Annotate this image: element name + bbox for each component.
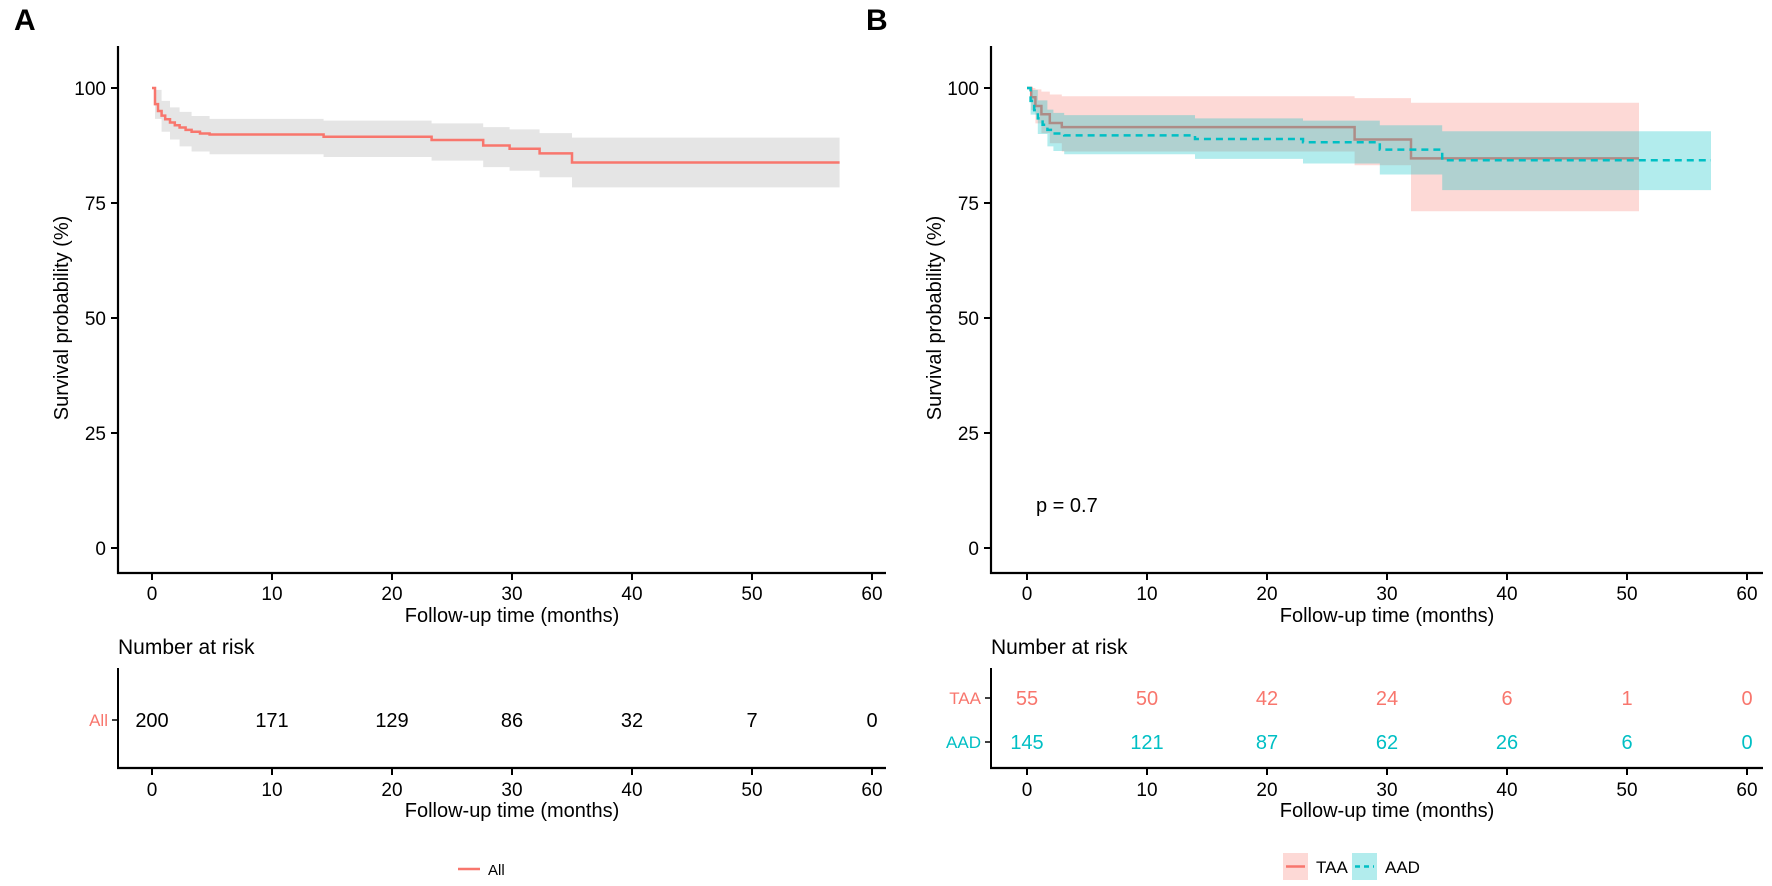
y-tick-label: 50 — [85, 309, 106, 330]
legend-label: TAA — [1316, 858, 1348, 877]
x-tick-label: 60 — [861, 584, 882, 605]
x-axis-title: Follow-up time (months) — [1280, 605, 1495, 627]
risk-count: 62 — [1376, 732, 1398, 754]
aad-survival-curve — [1027, 86, 1711, 162]
risk-table-title: Number at risk — [991, 636, 1128, 659]
risk-x-axis-title: Follow-up time (months) — [1280, 800, 1495, 822]
risk-count: 0 — [1741, 688, 1752, 710]
x-tick-label: 20 — [381, 584, 402, 605]
x-tick-label: 30 — [1376, 584, 1397, 605]
risk-x-tick-label: 40 — [621, 780, 642, 801]
risk-count: 24 — [1376, 688, 1398, 710]
x-tick-label: 0 — [147, 584, 158, 605]
y-tick-label: 0 — [968, 539, 979, 560]
risk-count: 0 — [866, 710, 877, 732]
panel-label-B: B — [866, 4, 888, 37]
risk-count: 129 — [375, 710, 408, 732]
x-tick-label: 30 — [501, 584, 522, 605]
risk-count: 32 — [621, 710, 643, 732]
x-tick-label: 0 — [1022, 584, 1033, 605]
risk-count: 145 — [1010, 732, 1043, 754]
risk-row-label: AAD — [946, 733, 981, 752]
risk-x-tick-label: 20 — [381, 780, 402, 801]
x-tick-label: 50 — [741, 584, 762, 605]
x-tick-label: 50 — [1616, 584, 1637, 605]
all-survival-curve — [152, 86, 840, 164]
risk-x-tick-label: 0 — [147, 780, 158, 801]
all-confidence-band — [155, 89, 840, 188]
y-tick-label: 100 — [947, 79, 979, 100]
risk-count: 6 — [1621, 732, 1632, 754]
taa-survival-curve — [1027, 86, 1639, 160]
risk-count: 200 — [135, 710, 168, 732]
risk-count: 171 — [255, 710, 288, 732]
x-tick-label: 10 — [261, 584, 282, 605]
x-axis-title: Follow-up time (months) — [405, 605, 620, 627]
y-tick-label: 25 — [85, 424, 106, 445]
risk-count: 0 — [1741, 732, 1752, 754]
x-tick-label: 10 — [1136, 584, 1157, 605]
risk-count: 7 — [746, 710, 757, 732]
risk-x-axis-title: Follow-up time (months) — [405, 800, 620, 822]
risk-row-label: All — [89, 711, 108, 730]
y-tick-label: 100 — [74, 79, 106, 100]
risk-x-tick-label: 40 — [1496, 780, 1517, 801]
risk-x-tick-label: 60 — [1736, 780, 1757, 801]
aad-confidence-band — [1030, 89, 1711, 191]
risk-table-title: Number at risk — [118, 636, 255, 659]
risk-x-tick-label: 50 — [741, 780, 762, 801]
risk-x-tick-label: 50 — [1616, 780, 1637, 801]
y-tick-label: 25 — [958, 424, 979, 445]
x-tick-label: 20 — [1256, 584, 1277, 605]
legend-label: All — [488, 862, 505, 879]
x-tick-label: 60 — [1736, 584, 1757, 605]
y-tick-label: 75 — [958, 194, 979, 215]
risk-count: 55 — [1016, 688, 1038, 710]
risk-count: 121 — [1130, 732, 1163, 754]
risk-x-tick-label: 60 — [861, 780, 882, 801]
risk-x-tick-label: 0 — [1022, 780, 1033, 801]
risk-count: 42 — [1256, 688, 1278, 710]
risk-count: 50 — [1136, 688, 1158, 710]
x-tick-label: 40 — [621, 584, 642, 605]
risk-x-tick-label: 30 — [501, 780, 522, 801]
risk-row-label: TAA — [949, 689, 981, 708]
y-tick-label: 75 — [85, 194, 106, 215]
y-axis-title: Survival probability (%) — [924, 216, 946, 421]
x-tick-label: 40 — [1496, 584, 1517, 605]
risk-x-tick-label: 30 — [1376, 780, 1397, 801]
taa-confidence-band — [1031, 88, 1639, 212]
p-value-label: p = 0.7 — [1036, 495, 1098, 517]
y-axis-title: Survival probability (%) — [51, 216, 73, 421]
risk-x-tick-label: 10 — [261, 780, 282, 801]
risk-count: 86 — [501, 710, 523, 732]
risk-count: 6 — [1501, 688, 1512, 710]
risk-x-tick-label: 20 — [1256, 780, 1277, 801]
risk-count: 26 — [1496, 732, 1518, 754]
panel-label-A: A — [14, 4, 36, 37]
y-tick-label: 50 — [958, 309, 979, 330]
risk-x-tick-label: 10 — [1136, 780, 1157, 801]
risk-count: 87 — [1256, 732, 1278, 754]
risk-count: 1 — [1621, 688, 1632, 710]
y-tick-label: 0 — [95, 539, 106, 560]
legend-label: AAD — [1385, 858, 1420, 877]
